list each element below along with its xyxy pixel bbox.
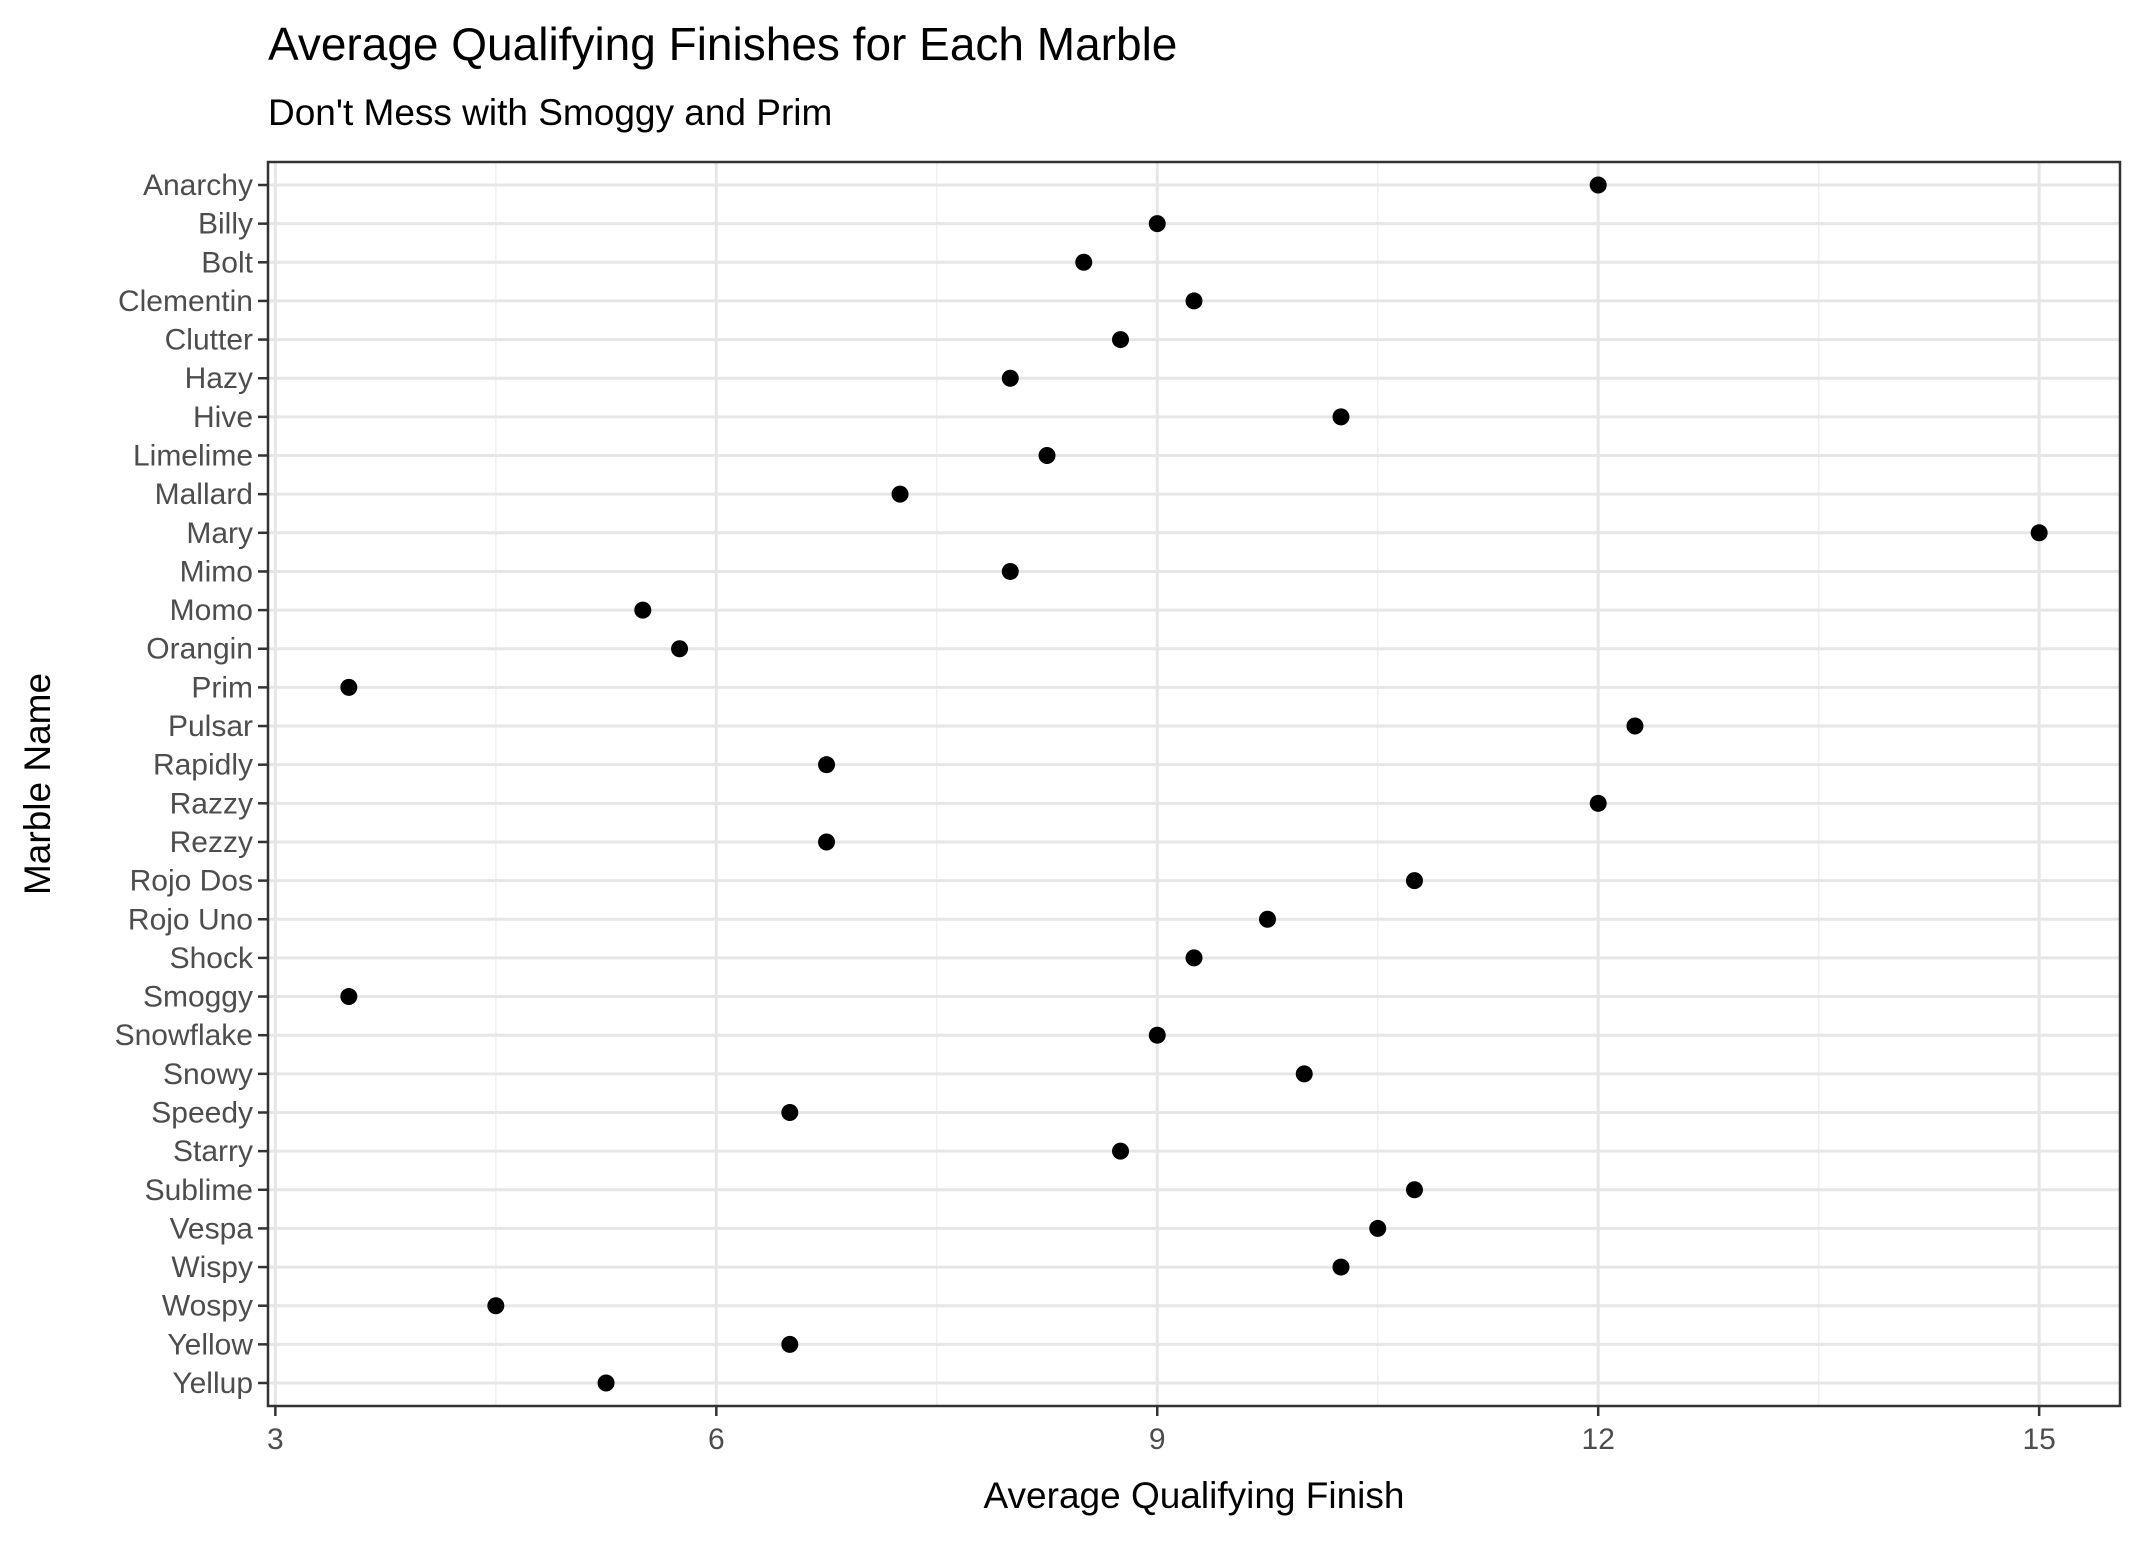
y-tick-label: Rojo Uno bbox=[128, 903, 253, 936]
data-point-yellow bbox=[781, 1335, 799, 1353]
chart-title: Average Qualifying Finishes for Each Mar… bbox=[268, 18, 1177, 70]
y-tick-label: Clementin bbox=[118, 285, 253, 318]
data-point-anarchy bbox=[1589, 176, 1607, 194]
data-point-momo bbox=[634, 601, 652, 619]
y-tick-label: Anarchy bbox=[143, 169, 253, 202]
data-point-limelime bbox=[1038, 447, 1056, 465]
data-point-orangin bbox=[671, 640, 689, 658]
y-tick-label: Prim bbox=[191, 671, 253, 704]
y-tick-label: Clutter bbox=[165, 324, 253, 357]
data-point-starry bbox=[1112, 1142, 1130, 1160]
y-tick-label: Bolt bbox=[201, 246, 253, 279]
data-points bbox=[340, 176, 2048, 1392]
y-tick-label: Wospy bbox=[162, 1290, 253, 1323]
y-tick-label: Yellup bbox=[172, 1367, 253, 1400]
data-point-wispy bbox=[1332, 1258, 1350, 1276]
y-tick-label: Speedy bbox=[151, 1096, 253, 1129]
y-tick-label: Starry bbox=[173, 1135, 253, 1168]
data-point-mimo bbox=[1001, 562, 1019, 580]
x-axis-title: Average Qualifying Finish bbox=[984, 1475, 1405, 1516]
y-tick-label: Vespa bbox=[170, 1212, 254, 1245]
axes: Anarchy Billy Bolt Clementin Clutter Hazy Hive… bbox=[115, 169, 2056, 1456]
data-point-speedy bbox=[781, 1103, 799, 1121]
y-tick-label: Rezzy bbox=[170, 826, 253, 859]
data-point-smoggy bbox=[340, 988, 358, 1006]
y-tick-label: Momo bbox=[170, 594, 253, 627]
data-point-clementin bbox=[1185, 292, 1203, 310]
chart-subtitle: Don't Mess with Smoggy and Prim bbox=[268, 92, 832, 133]
y-tick-label: Mary bbox=[186, 517, 253, 550]
data-point-billy bbox=[1148, 215, 1166, 233]
data-point-bolt bbox=[1075, 253, 1093, 271]
data-point-hazy bbox=[1001, 369, 1019, 387]
grid-lines bbox=[268, 162, 2120, 1406]
x-tick-label: 12 bbox=[1582, 1423, 1615, 1456]
y-tick-label: Rapidly bbox=[153, 749, 253, 782]
plot-panel-border bbox=[266, 160, 2122, 1408]
data-point-pulsar bbox=[1626, 717, 1644, 735]
data-point-rojo-uno bbox=[1258, 910, 1276, 928]
data-point-snowflake bbox=[1148, 1026, 1166, 1044]
x-tick-label: 15 bbox=[2022, 1423, 2055, 1456]
data-point-prim bbox=[340, 678, 358, 696]
y-tick-label: Hazy bbox=[185, 362, 253, 395]
data-point-shock bbox=[1185, 949, 1203, 967]
y-tick-label: Orangin bbox=[146, 633, 253, 666]
data-point-yellup bbox=[597, 1374, 615, 1392]
data-point-snowy bbox=[1295, 1065, 1313, 1083]
data-point-hive bbox=[1332, 408, 1350, 426]
y-tick-label: Shock bbox=[170, 942, 254, 975]
x-tick-label: 9 bbox=[1149, 1423, 1166, 1456]
y-tick-label: Smoggy bbox=[143, 981, 253, 1014]
y-tick-label: Razzy bbox=[170, 787, 253, 820]
x-tick-label: 3 bbox=[267, 1423, 284, 1456]
y-tick-label: Pulsar bbox=[168, 710, 253, 743]
y-tick-label: Snowflake bbox=[115, 1019, 253, 1052]
data-point-rezzy bbox=[818, 833, 836, 851]
y-tick-label: Yellow bbox=[167, 1328, 253, 1361]
data-point-razzy bbox=[1589, 794, 1607, 812]
y-tick-label: Snowy bbox=[163, 1058, 253, 1091]
y-tick-label: Sublime bbox=[145, 1174, 253, 1207]
data-point-rapidly bbox=[818, 756, 836, 774]
data-point-sublime bbox=[1405, 1181, 1423, 1199]
y-tick-label: Billy bbox=[198, 208, 253, 241]
y-tick-label: Mimo bbox=[180, 555, 253, 588]
data-point-clutter bbox=[1112, 331, 1130, 349]
data-point-vespa bbox=[1369, 1219, 1387, 1237]
data-point-mary bbox=[2030, 524, 2048, 542]
data-point-wospy bbox=[487, 1297, 505, 1315]
y-tick-label: Rojo Dos bbox=[130, 865, 253, 898]
x-tick-label: 6 bbox=[708, 1423, 725, 1456]
y-axis-title: Marble Name bbox=[17, 673, 58, 895]
y-tick-label: Limelime bbox=[133, 440, 253, 473]
data-point-mallard bbox=[891, 485, 909, 503]
data-point-rojo-dos bbox=[1405, 872, 1423, 890]
y-tick-label: Wispy bbox=[171, 1251, 253, 1284]
y-tick-label: Mallard bbox=[155, 478, 253, 511]
y-tick-label: Hive bbox=[193, 401, 253, 434]
